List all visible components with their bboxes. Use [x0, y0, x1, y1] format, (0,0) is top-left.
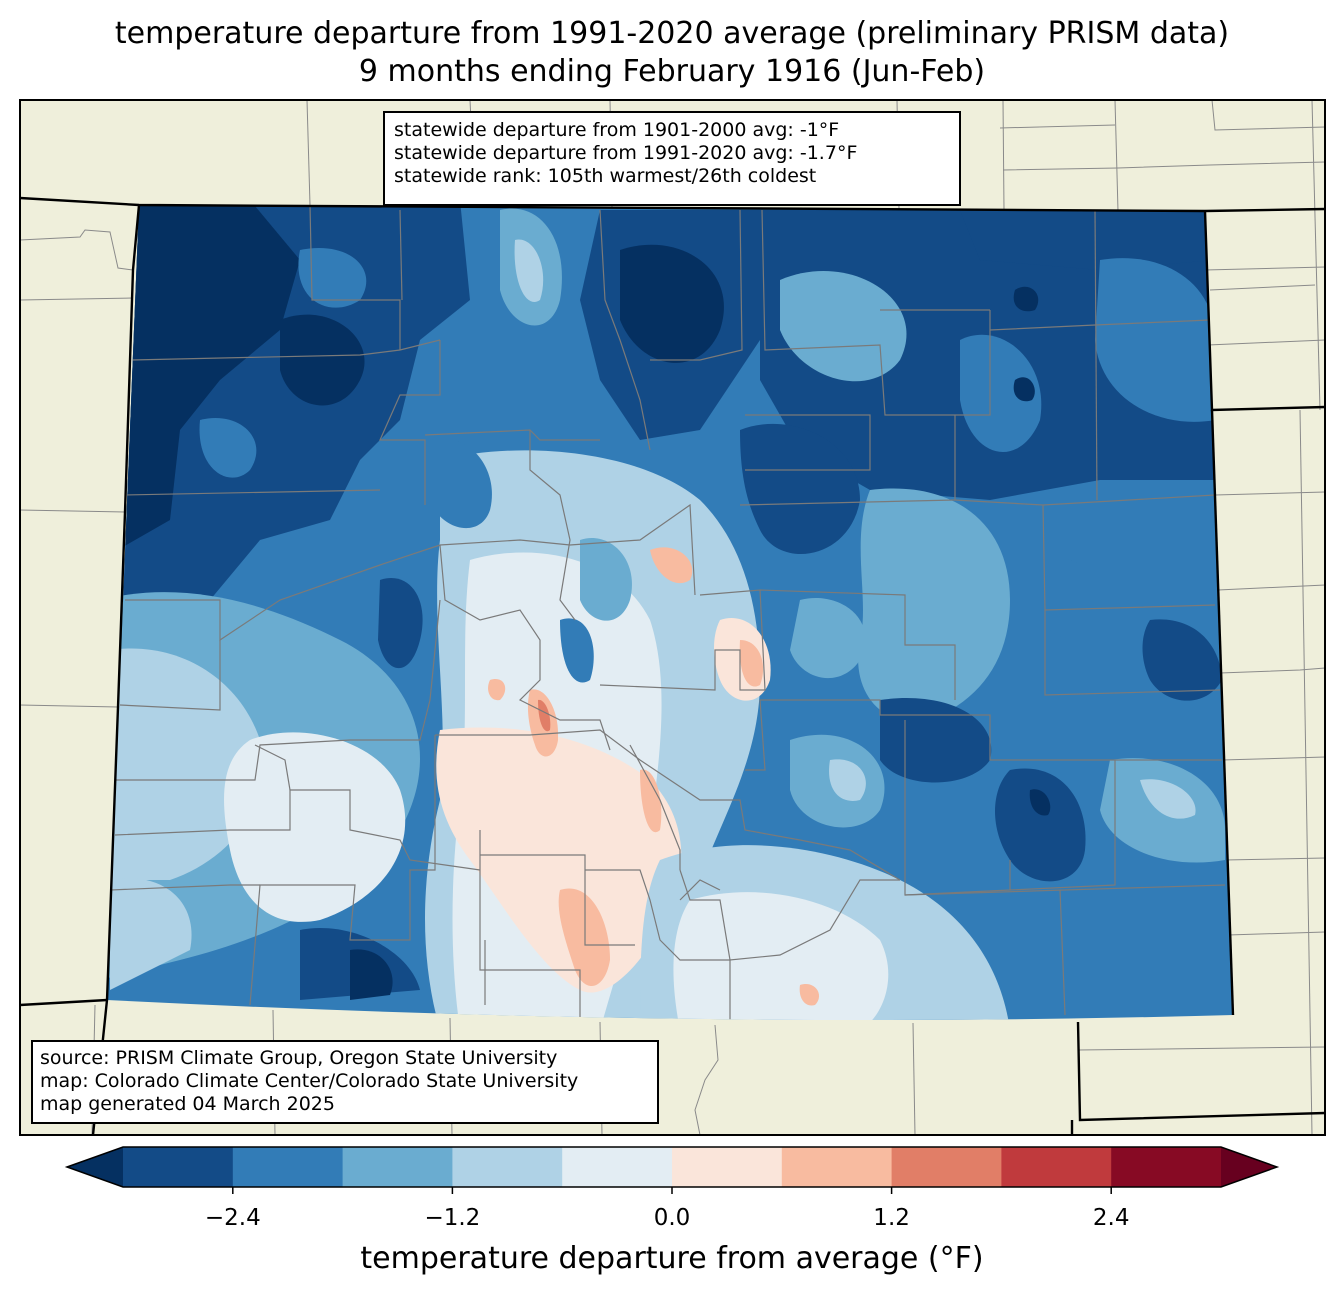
stats-box: statewide departure from 1901-2000 avg: … [383, 111, 961, 206]
state-borders [20, 196, 1325, 1135]
colorbar-tick-label: 1.2 [873, 1205, 910, 1231]
colorbar-segment [123, 1147, 234, 1187]
colorbar-tick-label: 2.4 [1092, 1205, 1130, 1231]
colorbar-segment [452, 1147, 563, 1187]
colorbar-segment [342, 1147, 453, 1187]
credit-line-2: map: Colorado Climate Center/Colorado St… [40, 1070, 579, 1092]
colorbar-segment [781, 1147, 893, 1187]
credits-box: source: PRISM Climate Group, Oregon Stat… [31, 1040, 659, 1124]
credit-line-1: source: PRISM Climate Group, Oregon Stat… [40, 1047, 558, 1069]
colorbar [64, 1146, 1280, 1194]
credit-line-3: map generated 04 March 2025 [40, 1093, 335, 1115]
colorbar-tick-label: 0.0 [653, 1205, 691, 1231]
chart-title: temperature departure from 1991-2020 ave… [114, 16, 1230, 51]
stats-line-2: statewide departure from 1991-2020 avg: … [394, 142, 858, 164]
colorbar-segment [1001, 1147, 1112, 1187]
stats-line-3: statewide rank: 105th warmest/26th colde… [394, 165, 817, 187]
county-lines [109, 205, 1226, 1020]
colorbar-segment [891, 1147, 1002, 1187]
stats-line-1: statewide departure from 1901-2000 avg: … [394, 119, 840, 141]
colorbar-segment [672, 1147, 783, 1187]
colorbar-segment [562, 1147, 673, 1187]
colorbar-label: temperature departure from average (°F) [360, 1241, 984, 1276]
colorbar-segment [232, 1147, 344, 1187]
colorbar-extend-low [67, 1147, 123, 1187]
colorbar-tick-label: −2.4 [204, 1205, 261, 1231]
colorbar-extend-high [1221, 1147, 1277, 1187]
colorbar-segment [1111, 1147, 1222, 1187]
temperature-field [107, 205, 1233, 1020]
colorbar-tick-label: −1.2 [424, 1205, 481, 1231]
colorbar-outline [64, 1146, 1280, 1188]
chart-subtitle: 9 months ending February 1916 (Jun-Feb) [358, 54, 986, 89]
